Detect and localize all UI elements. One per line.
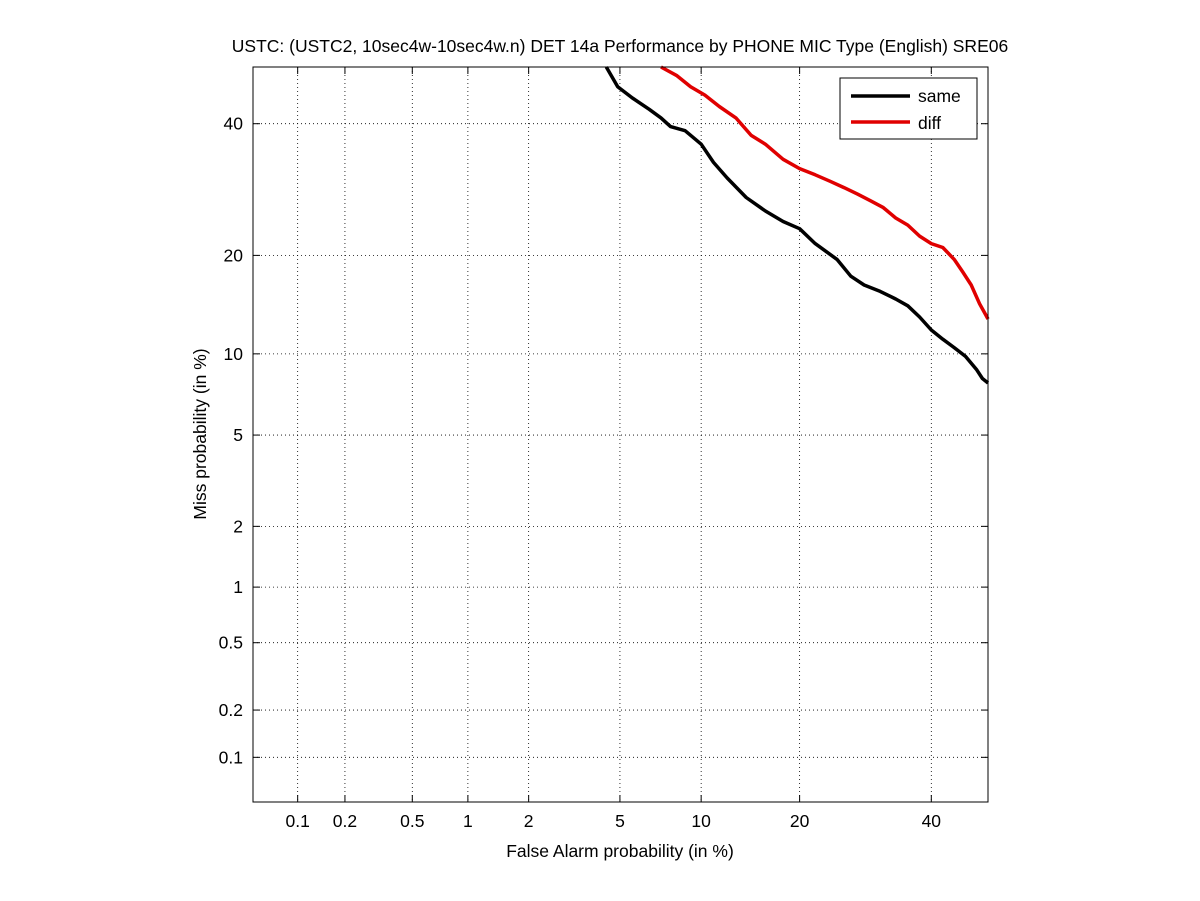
y-tick-label: 5 [233,425,243,445]
y-tick-label: 10 [224,344,244,364]
x-tick-label: 0.2 [333,811,357,831]
grid-lines [253,67,988,802]
chart-title: USTC: (USTC2, 10sec4w-10sec4w.n) DET 14a… [232,36,1008,56]
y-tick-label: 1 [233,577,243,597]
x-tick-label: 10 [691,811,711,831]
x-tick-label: 40 [922,811,942,831]
y-tick-label: 2 [233,516,243,536]
x-tick-label: 1 [463,811,473,831]
x-tick-label: 2 [524,811,534,831]
axis-ticks: 0.1 0.2 0.5 1 2 5 10 20 40 0.1 0.2 0.5 1 2 5 10 20 40 [219,67,988,831]
series-lines [604,65,990,385]
y-axis-label: Miss probability (in %) [190,348,210,519]
legend-label-same: same [918,86,961,106]
x-axis-label: False Alarm probability (in %) [506,841,734,861]
y-tick-label: 20 [224,245,244,265]
y-tick-label: 0.5 [219,633,243,653]
y-tick-label: 0.2 [219,700,243,720]
series-line-same [604,66,990,385]
y-tick-label: 0.1 [219,747,243,767]
plot-area-frame [252,66,989,803]
x-tick-label: 5 [615,811,625,831]
legend-box [839,77,978,140]
x-tick-label: 0.5 [400,811,424,831]
x-tick-label: 0.1 [286,811,310,831]
y-tick-label: 40 [224,114,244,134]
series-line-diff [660,65,990,320]
legend-label-diff: diff [918,113,941,133]
x-tick-label: 20 [790,811,810,831]
legend: same diff [839,77,978,140]
